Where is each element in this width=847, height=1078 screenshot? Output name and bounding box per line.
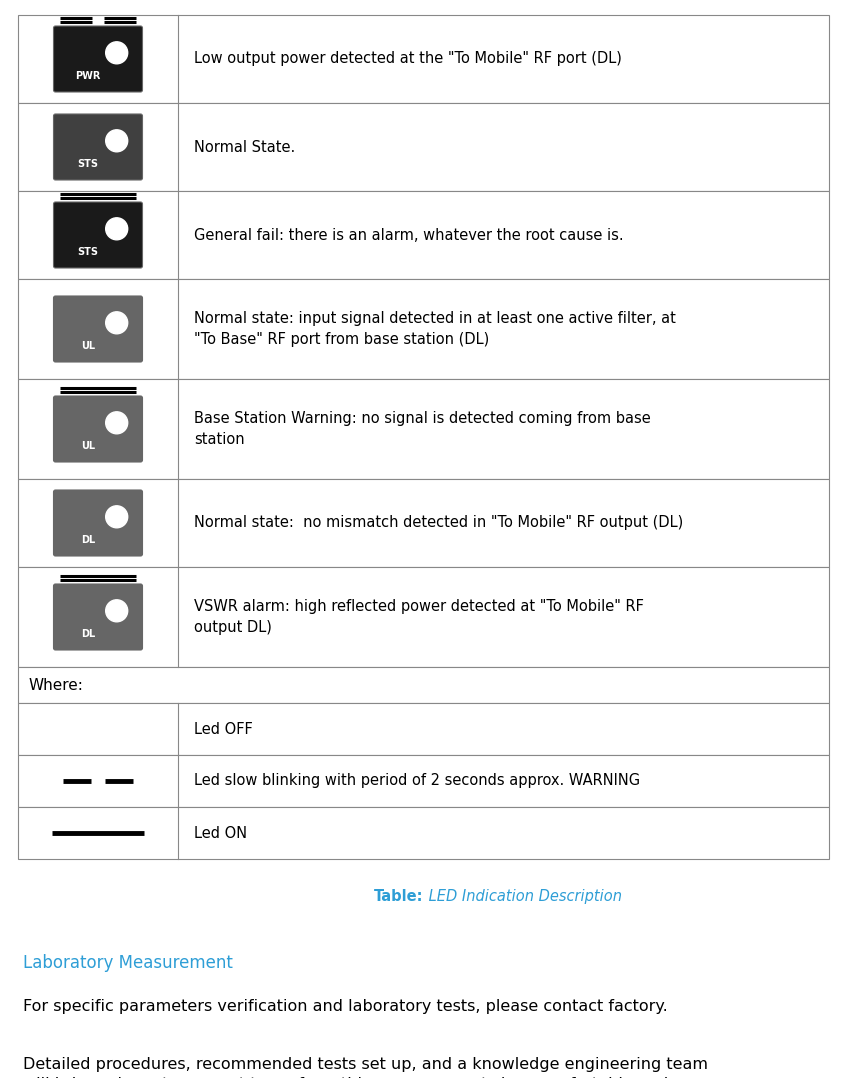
Circle shape <box>106 506 128 528</box>
Text: LED Indication Description: LED Indication Description <box>424 889 622 904</box>
Text: Where:: Where: <box>28 677 83 692</box>
Text: Led OFF: Led OFF <box>194 721 252 736</box>
Text: Normal state: input signal detected in at least one active filter, at
"To Base" : Normal state: input signal detected in a… <box>194 312 676 347</box>
Text: STS: STS <box>77 158 98 169</box>
Bar <box>18 15 829 103</box>
FancyBboxPatch shape <box>53 584 142 650</box>
Text: PWR: PWR <box>75 71 101 81</box>
Bar <box>18 807 829 859</box>
Text: Table:: Table: <box>374 889 424 904</box>
Text: UL: UL <box>80 341 95 350</box>
Bar <box>18 703 829 755</box>
FancyBboxPatch shape <box>53 114 142 180</box>
Circle shape <box>106 218 128 239</box>
Text: Base Station Warning: no signal is detected coming from base
station: Base Station Warning: no signal is detec… <box>194 412 650 446</box>
Text: Detailed procedures, recommended tests set up, and a knowledge engineering team
: Detailed procedures, recommended tests s… <box>23 1058 708 1078</box>
Circle shape <box>106 312 128 334</box>
Bar <box>18 567 829 667</box>
Text: Led ON: Led ON <box>194 826 247 841</box>
Bar <box>18 279 829 379</box>
Text: DL: DL <box>80 628 95 639</box>
Bar <box>18 103 829 191</box>
Text: DL: DL <box>80 535 95 544</box>
Circle shape <box>106 412 128 433</box>
Text: For specific parameters verification and laboratory tests, please contact factor: For specific parameters verification and… <box>23 999 667 1014</box>
Text: VSWR alarm: high reflected power detected at "To Mobile" RF
output DL): VSWR alarm: high reflected power detecte… <box>194 599 644 635</box>
Bar <box>18 755 829 807</box>
Circle shape <box>106 129 128 152</box>
FancyBboxPatch shape <box>53 296 142 362</box>
Text: General fail: there is an alarm, whatever the root cause is.: General fail: there is an alarm, whateve… <box>194 227 623 243</box>
FancyBboxPatch shape <box>53 396 142 462</box>
Bar <box>18 379 829 479</box>
Bar <box>18 479 829 567</box>
Text: Normal state:  no mismatch detected in "To Mobile" RF output (DL): Normal state: no mismatch detected in "T… <box>194 515 684 530</box>
Text: Low output power detected at the "To Mobile" RF port (DL): Low output power detected at the "To Mob… <box>194 52 622 67</box>
Text: Led slow blinking with period of 2 seconds approx. WARNING: Led slow blinking with period of 2 secon… <box>194 774 640 788</box>
Text: STS: STS <box>77 247 98 257</box>
Text: UL: UL <box>80 441 95 451</box>
FancyBboxPatch shape <box>53 26 142 92</box>
Bar <box>18 191 829 279</box>
Circle shape <box>106 599 128 622</box>
FancyBboxPatch shape <box>53 490 142 556</box>
Circle shape <box>106 42 128 64</box>
Text: Laboratory Measurement: Laboratory Measurement <box>23 954 233 972</box>
Text: Normal State.: Normal State. <box>194 139 296 154</box>
Bar <box>18 667 829 703</box>
FancyBboxPatch shape <box>53 202 142 268</box>
